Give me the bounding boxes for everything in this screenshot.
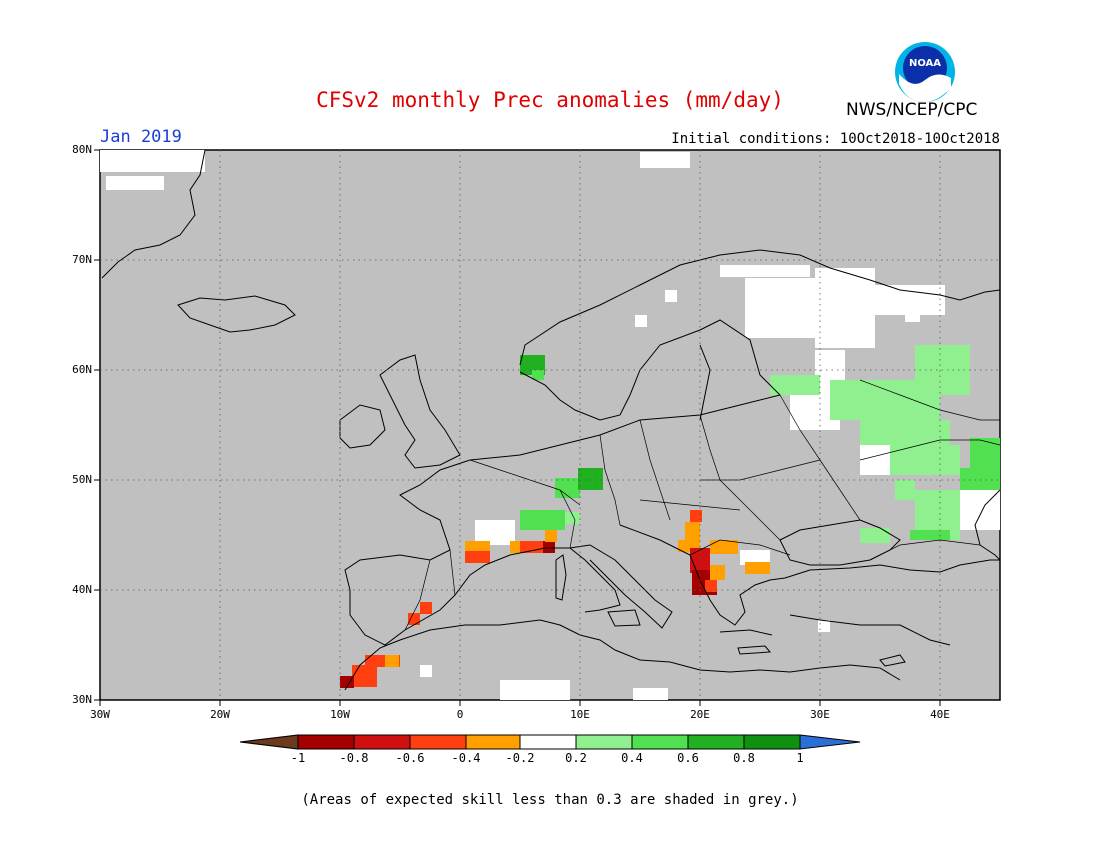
colorbar-label: -0.2 [505,751,535,765]
colorbar [239,734,861,750]
colorbar-label: 0.6 [677,751,699,765]
lon-label: 40E [930,708,950,721]
anomaly-cells [100,150,1000,700]
colorbar-label: -1 [290,751,306,765]
colorbar-segment [465,734,521,750]
chart-title: CFSv2 monthly Prec anomalies (mm/day) [316,88,784,112]
colorbar-segment [409,734,467,750]
lon-label: 30W [90,708,110,721]
axis-ticks [94,149,941,706]
skill-footnote: (Areas of expected skill less than 0.3 a… [301,792,799,808]
colorbar-label: 1 [796,751,804,765]
coastlines [101,149,1001,691]
lat-label: 70N [72,253,92,266]
lat-label: 60N [72,363,92,376]
initial-conditions: Initial conditions: 10Oct2018-10Oct2018 [671,131,1000,147]
lon-label: 30E [810,708,830,721]
lon-label: 10W [330,708,350,721]
agency-label: NWS/NCEP/CPC [846,100,978,120]
map-background [99,149,1001,701]
colorbar-label: 0.8 [733,751,755,765]
colorbar-label: -0.8 [339,751,369,765]
lon-label: 20E [690,708,710,721]
colorbar-upper-arrow [799,734,861,750]
colorbar-segment [575,734,633,750]
colorbar-label: -0.6 [395,751,425,765]
colorbar-segment [743,734,801,750]
lon-label: 10E [570,708,590,721]
colorbar-lower-arrow [239,734,299,750]
lon-label: 20W [210,708,230,721]
colorbar-segment [631,734,689,750]
colorbar-segment [297,734,355,750]
graticule [100,150,1000,700]
forecast-month: Jan 2019 [100,127,182,147]
lat-label: 40N [72,583,92,596]
colorbar-label: 0.2 [565,751,587,765]
lat-label: 50N [72,473,92,486]
noaa-logo: NOAA [895,42,955,102]
lat-label: 30N [72,693,92,706]
colorbar-segment [519,734,577,750]
lon-label: 0 [456,708,464,721]
lat-label: 80N [72,143,92,156]
country-borders [404,379,1001,631]
colorbar-label: -0.4 [451,751,481,765]
noaa-logo-text: NOAA [909,58,941,69]
colorbar-label: 0.4 [621,751,643,765]
colorbar-segment [687,734,745,750]
colorbar-segment [353,734,411,750]
